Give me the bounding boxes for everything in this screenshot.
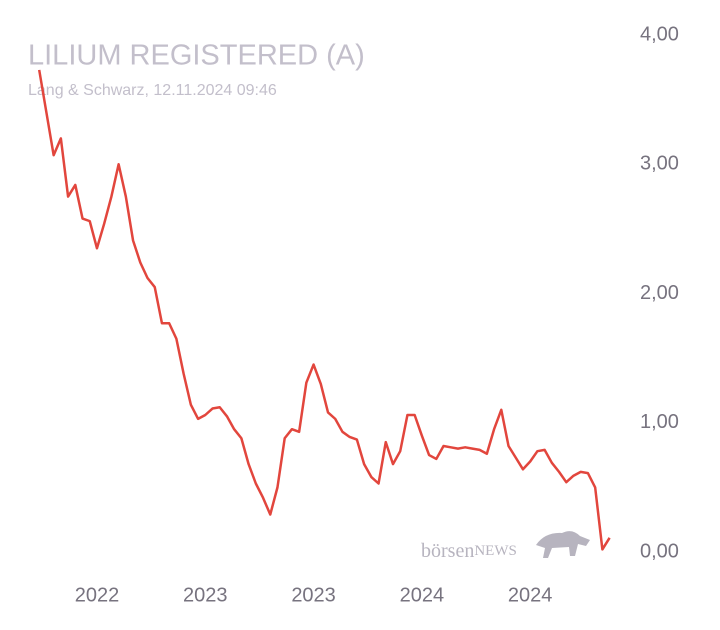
watermark-text: börsenNEWS — [421, 540, 517, 562]
watermark-part: börsen — [421, 540, 474, 562]
y-tick-label: 3,00 — [640, 153, 679, 175]
chart-subtitle: Lang & Schwarz, 12.11.2024 09:46 — [28, 82, 277, 99]
watermark: börsenNEWS — [421, 531, 590, 562]
bull-icon — [536, 531, 590, 558]
x-tick-label: 2024 — [508, 584, 553, 606]
x-tick-label: 2023 — [291, 584, 336, 606]
x-tick-label: 2023 — [183, 584, 228, 606]
chart-title: LILIUM REGISTERED (A) — [28, 40, 365, 72]
price-line — [37, 69, 611, 551]
x-tick-label: 2024 — [400, 584, 445, 606]
y-tick-label: 2,00 — [640, 282, 679, 304]
y-tick-label: 4,00 — [640, 23, 679, 45]
x-tick-label: 2022 — [75, 584, 120, 606]
y-tick-label: 1,00 — [640, 411, 679, 433]
y-tick-label: 0,00 — [640, 540, 679, 562]
watermark-part: NEWS — [474, 543, 517, 559]
